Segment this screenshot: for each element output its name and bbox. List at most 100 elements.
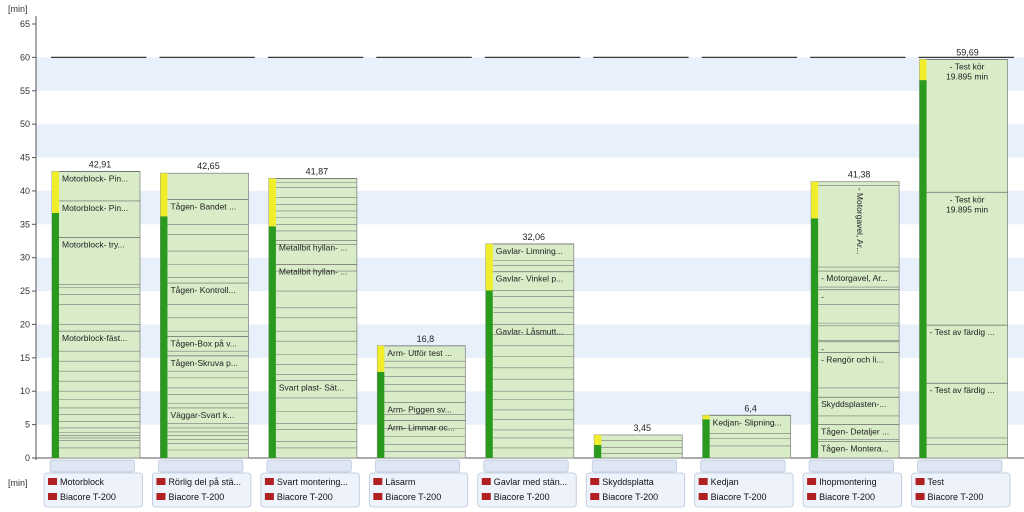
resource-name: Biacore T-200	[277, 492, 333, 502]
bar-3[interactable]: Arm- Utför test ... Arm- Piggen sv... Arm-…	[376, 334, 466, 459]
yellow-strip	[594, 434, 602, 445]
yellow-strip	[919, 59, 927, 81]
segment-label: - Test kör	[950, 194, 985, 204]
yellow-strip	[485, 243, 493, 291]
category-box[interactable]	[694, 472, 794, 508]
bar-value-label: 32,06	[523, 232, 546, 242]
bar-1[interactable]: Tågen- Bandet ... Tågen- Kontroll... Tågen…	[160, 161, 249, 459]
segment-label: Arm- Limmar oc...	[387, 423, 455, 433]
segment-label: - Motorgavel, Ar...	[821, 273, 888, 283]
category-1[interactable]: Rörlig del på stä... Biacore T-200	[152, 459, 252, 508]
bar-2[interactable]: Metallbit hyllan- ... Metallbit hyllan- .…	[268, 166, 358, 459]
segment-label: Väggar-Svart k...	[170, 410, 234, 420]
segment-label: Kedjan- Slipning...	[713, 417, 782, 427]
bar-value-label: 42,65	[197, 161, 220, 171]
y-tick-label: 40	[20, 186, 30, 196]
bar-body[interactable]	[268, 178, 358, 459]
category-box[interactable]	[585, 472, 686, 508]
category-5[interactable]: Skyddsplatta Biacore T-200	[585, 459, 686, 508]
biacore-icon	[373, 493, 383, 500]
category-tab	[700, 459, 786, 473]
category-box[interactable]	[260, 472, 360, 508]
category-name: Rörlig del på stä...	[168, 477, 241, 487]
segment-label: Tågen- Kontroll...	[170, 285, 235, 295]
y-tick-label: 15	[20, 353, 30, 363]
biacore-icon	[698, 493, 708, 500]
bar-7[interactable]: - Motorgavel, Ar...--- Rengör och li...S…	[810, 170, 900, 459]
bar-0[interactable]: Motorblock- Pin... Motorblock- Pin... Moto…	[51, 159, 141, 459]
category-6[interactable]: Kedjan Biacore T-200	[694, 459, 794, 508]
segment-label: - Test kör	[950, 61, 985, 71]
biacore-icon	[807, 493, 817, 500]
category-tab	[591, 459, 678, 473]
segment-label: - Test av färdig ...	[930, 327, 995, 337]
yellow-strip	[52, 171, 59, 213]
resource-name: Biacore T-200	[168, 492, 224, 502]
category-3[interactable]: Läsarm Biacore T-200	[368, 459, 469, 508]
segment-label: Tågen- Montera...	[821, 443, 889, 453]
bar-body[interactable]	[376, 345, 466, 459]
y-unit-label-top: [min]	[8, 4, 28, 14]
segment-label: 19.895 min	[946, 204, 988, 214]
category-0[interactable]: Motorblock Biacore T-200	[43, 459, 143, 508]
category-4[interactable]: Gavlar med stän... Biacore T-200	[477, 459, 577, 508]
category-tab	[266, 459, 352, 473]
segment-label: Gavlar- Vinkel p...	[496, 274, 563, 284]
bar-5[interactable]: 3,45	[593, 423, 683, 459]
machine-icon	[481, 478, 491, 485]
category-box[interactable]	[152, 472, 252, 508]
segment-label: -	[821, 344, 824, 354]
green-strip	[52, 212, 59, 458]
category-tab	[917, 459, 1003, 473]
biacore-icon	[264, 493, 274, 500]
bar-body[interactable]	[810, 181, 900, 459]
bar-body[interactable]	[485, 243, 575, 459]
category-2[interactable]: Svart montering... Biacore T-200	[260, 459, 360, 508]
category-name: Gavlar med stän...	[494, 477, 568, 487]
segment-label: 19.895 min	[946, 71, 988, 81]
resource-name: Biacore T-200	[385, 492, 441, 502]
bar-body[interactable]	[160, 172, 249, 459]
category-box[interactable]	[43, 472, 143, 508]
bar-body[interactable]	[593, 434, 683, 459]
machine-icon	[698, 478, 708, 485]
category-tab	[483, 459, 569, 473]
segment-label: Skyddsplasten-...	[821, 399, 886, 409]
segment-label: Tågen-Skruva p...	[170, 358, 238, 368]
segment-label: Arm- Utför test ...	[387, 348, 452, 358]
y-unit-label-bottom: [min]	[8, 478, 28, 488]
y-tick-label: 50	[20, 119, 30, 129]
bar-value-label: 6,4	[744, 403, 757, 413]
bar-body[interactable]	[919, 59, 1008, 459]
bar-body[interactable]	[51, 171, 141, 459]
segment-label: - Test av färdig ...	[930, 385, 995, 395]
segment-label: Gavlar- Låsmutt...	[496, 326, 564, 336]
green-strip	[485, 290, 493, 458]
category-8[interactable]: Test Biacore T-200	[911, 459, 1011, 508]
category-box[interactable]	[911, 472, 1011, 508]
bar-value-label: 59,69	[956, 47, 979, 57]
y-tick-label: 35	[20, 219, 30, 229]
category-box[interactable]	[477, 472, 577, 508]
bar-6[interactable]: Kedjan- Slipning... 6,4	[702, 403, 792, 459]
category-box[interactable]	[368, 472, 469, 508]
segment-label: Motorblock- try...	[62, 240, 125, 250]
bar-4[interactable]: Gavlar- Limning... Gavlar- Vinkel p... Gav…	[485, 232, 575, 459]
segment-label: -	[821, 292, 824, 302]
yellow-strip	[811, 181, 819, 219]
bar-body[interactable]	[702, 414, 792, 459]
y-tick-label: 10	[20, 386, 30, 396]
biacore-icon	[915, 493, 925, 500]
category-box[interactable]	[802, 472, 902, 508]
category-name: Skyddsplatta	[602, 477, 654, 487]
machine-icon	[807, 478, 817, 485]
resource-name: Biacore T-200	[819, 492, 875, 502]
yellow-strip	[702, 415, 710, 420]
category-tab	[158, 459, 244, 473]
grid-band	[36, 124, 1024, 158]
category-7[interactable]: Ihopmontering Biacore T-200	[802, 459, 902, 508]
y-tick-label: 5	[25, 420, 30, 430]
